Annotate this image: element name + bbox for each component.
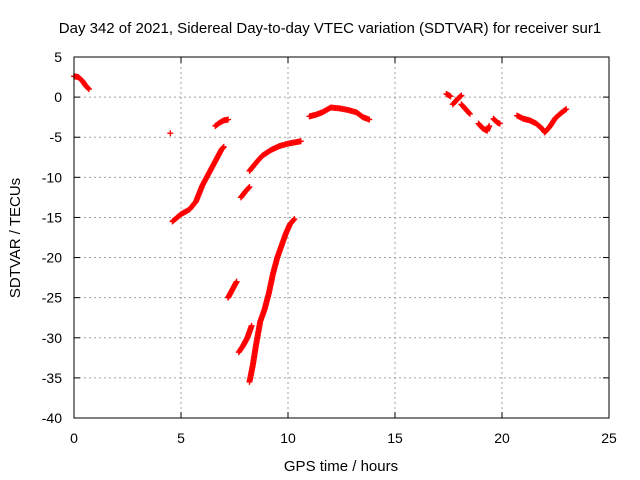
x-tick-label-0: 0 [70,430,78,446]
point-segment-9 [306,104,373,123]
data-point [457,93,464,100]
y-tick-label-4: -15 [42,209,62,225]
x-tick-label-4: 20 [494,430,510,446]
x-tick-label-2: 10 [280,430,296,446]
y-tick-label-9: -40 [42,410,62,426]
data-point [486,122,493,129]
data-point [496,120,503,127]
point-segment-8 [246,138,304,174]
data-point [245,184,252,191]
point-segment-12 [458,101,473,117]
point-segment-10 [443,90,454,100]
grid-lines [74,57,609,418]
data-point [248,322,255,329]
data-point [458,92,465,99]
point-segment-2 [169,143,227,225]
data-point [220,144,227,151]
y-axis-label: SDTVAR / TECUs [7,178,24,298]
data-point [291,216,298,223]
data-point [85,86,92,93]
y-tick-label-5: -20 [42,250,62,266]
point-segment-15 [513,106,570,136]
data-point [563,106,570,113]
point-segment-5 [235,322,255,356]
x-tick-label-5: 25 [601,430,617,446]
x-tick-label-1: 5 [177,430,185,446]
point-segment-1 [167,130,174,137]
data-point [466,109,473,116]
y-tick-label-3: -10 [42,169,62,185]
y-tick-label-2: -5 [50,129,63,145]
x-tick-label-3: 15 [387,430,403,446]
y-tick-label-8: -35 [42,370,62,386]
data-point [167,130,174,137]
data-point [562,106,569,113]
y-tick-label-6: -25 [42,290,62,306]
y-tick-label-0: 5 [54,49,62,65]
y-tick-label-1: 0 [54,89,62,105]
plot-frame [73,56,610,419]
point-segment-4 [225,278,240,301]
data-point [85,85,92,92]
point-segment-0 [71,73,92,93]
data-point [246,183,253,190]
point-segment-11 [449,92,465,108]
data-points [71,73,570,385]
point-segment-3 [212,116,232,129]
data-point [290,217,297,224]
data-point [220,143,227,150]
point-segment-6 [237,183,253,201]
data-point [366,116,373,123]
point-segment-14 [490,115,503,127]
data-point [225,116,232,123]
data-point [466,110,473,117]
point-segment-13 [475,120,493,134]
point-segment-7 [246,216,298,385]
y-tick-label-7: -30 [42,330,62,346]
x-tick-labels: 0 5 10 15 20 25 [70,430,617,446]
data-point [233,278,240,285]
chart-title: Day 342 of 2021, Sidereal Day-to-day VTE… [59,20,601,37]
data-point [297,138,304,145]
data-point [447,93,454,100]
x-axis-label: GPS time / hours [284,458,398,475]
y-tick-labels: 5 0 -5 -10 -15 -20 -25 -30 -35 -40 [42,49,62,426]
